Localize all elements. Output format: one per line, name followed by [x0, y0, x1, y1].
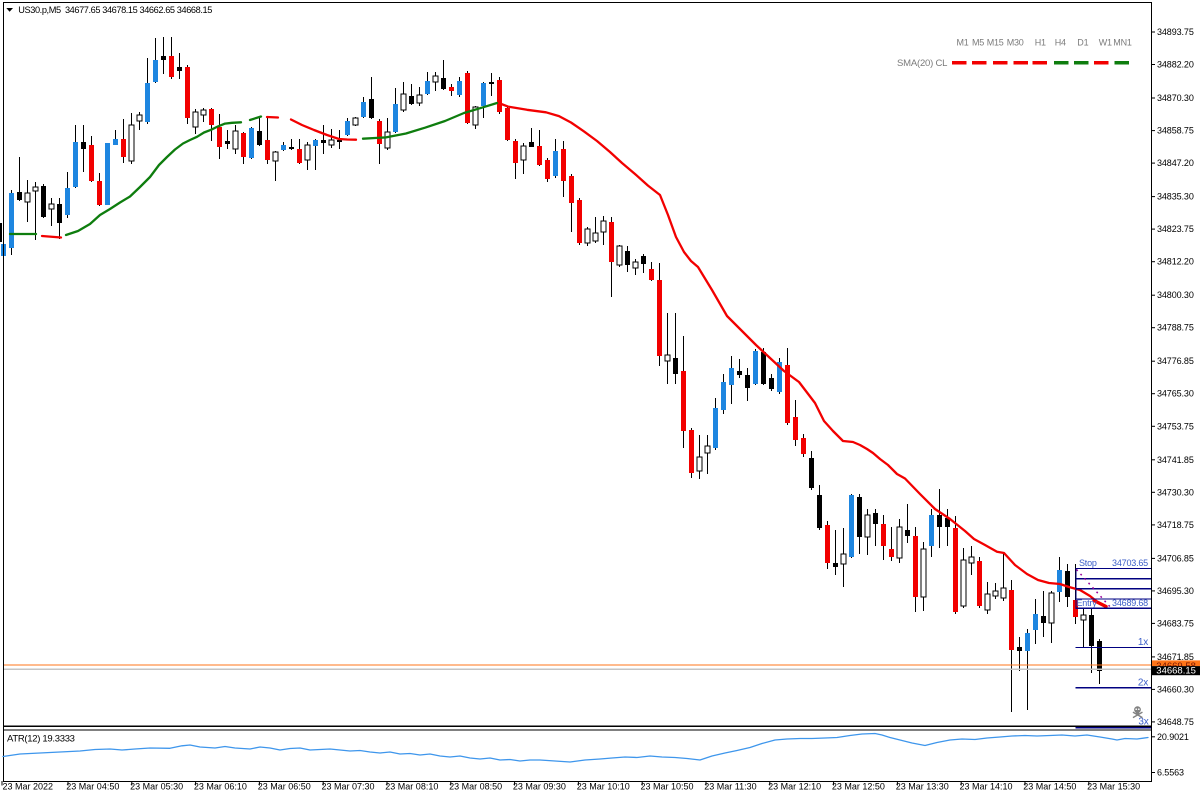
svg-text:34648.75: 34648.75: [1157, 717, 1194, 727]
svg-text:US30.p,M5 34677.65 34678.15 3: US30.p,M5 34677.65 34678.15 34662.65 346…: [18, 5, 212, 15]
svg-text:M15: M15: [987, 38, 1004, 48]
svg-text:23 Mar 12:50: 23 Mar 12:50: [832, 782, 885, 792]
svg-text:23 Mar 06:10: 23 Mar 06:10: [194, 782, 247, 792]
svg-text:1x: 1x: [1138, 637, 1148, 648]
svg-text:23 Mar 08:10: 23 Mar 08:10: [385, 782, 438, 792]
svg-text:34765.30: 34765.30: [1157, 389, 1194, 399]
svg-text:34741.85: 34741.85: [1157, 455, 1194, 465]
svg-text:23 Mar 14:50: 23 Mar 14:50: [1023, 782, 1076, 792]
svg-text:23 Mar 10:10: 23 Mar 10:10: [577, 782, 630, 792]
svg-text:23 Mar 14:10: 23 Mar 14:10: [960, 782, 1013, 792]
svg-text:6.5563: 6.5563: [1157, 768, 1184, 778]
svg-text:23 Mar 10:50: 23 Mar 10:50: [641, 782, 694, 792]
svg-text:MN1: MN1: [1113, 38, 1132, 48]
svg-text:D1: D1: [1077, 38, 1088, 48]
svg-text:M5: M5: [972, 38, 984, 48]
svg-text:Entry: Entry: [1077, 598, 1098, 608]
svg-text:SMA(20) CL: SMA(20) CL: [897, 58, 947, 69]
svg-text:3x: 3x: [1138, 717, 1148, 728]
svg-text:23 Mar 05:30: 23 Mar 05:30: [130, 782, 183, 792]
svg-text:34671.85: 34671.85: [1157, 652, 1194, 662]
svg-text:23 Mar 15:30: 23 Mar 15:30: [1087, 782, 1140, 792]
svg-text:34660.30: 34660.30: [1157, 684, 1194, 694]
svg-text:34788.75: 34788.75: [1157, 323, 1194, 333]
svg-text:34730.30: 34730.30: [1157, 487, 1194, 497]
svg-text:W1: W1: [1099, 38, 1112, 48]
svg-text:23 Mar 12:10: 23 Mar 12:10: [768, 782, 821, 792]
svg-text:34695.30: 34695.30: [1157, 586, 1194, 596]
svg-text:34835.30: 34835.30: [1157, 192, 1194, 202]
svg-text:23 Mar 07:30: 23 Mar 07:30: [322, 782, 375, 792]
svg-text:23 Mar 09:30: 23 Mar 09:30: [513, 782, 566, 792]
svg-text:M1: M1: [957, 38, 969, 48]
svg-text:23 Mar 13:30: 23 Mar 13:30: [896, 782, 949, 792]
svg-text:M30: M30: [1007, 38, 1024, 48]
svg-text:34753.75: 34753.75: [1157, 421, 1194, 431]
svg-text:34800.30: 34800.30: [1157, 290, 1194, 300]
svg-text:34683.75: 34683.75: [1157, 618, 1194, 628]
svg-text:H1: H1: [1035, 38, 1046, 48]
svg-text:34812.20: 34812.20: [1157, 257, 1194, 267]
svg-text:H4: H4: [1055, 38, 1066, 48]
svg-text:ATR(12) 19.3333: ATR(12) 19.3333: [7, 734, 75, 745]
svg-text:2x: 2x: [1138, 678, 1148, 689]
svg-text:23 Mar 08:50: 23 Mar 08:50: [449, 782, 502, 792]
svg-text:34823.75: 34823.75: [1157, 224, 1194, 234]
svg-text:34668.15: 34668.15: [1156, 665, 1196, 676]
svg-text:34776.85: 34776.85: [1157, 356, 1194, 366]
svg-text:23 Mar 11:30: 23 Mar 11:30: [704, 782, 756, 792]
svg-text:34847.20: 34847.20: [1157, 158, 1194, 168]
svg-text:34703.65: 34703.65: [1112, 558, 1148, 568]
svg-text:34882.20: 34882.20: [1157, 60, 1194, 70]
svg-text:34689.68: 34689.68: [1112, 598, 1148, 608]
svg-text:20.9021: 20.9021: [1157, 732, 1189, 742]
svg-text:34870.30: 34870.30: [1157, 93, 1194, 103]
svg-text:34718.75: 34718.75: [1157, 520, 1194, 530]
svg-text:23 Mar 2022: 23 Mar 2022: [3, 782, 54, 792]
svg-text:34893.75: 34893.75: [1157, 27, 1194, 37]
svg-text:Stop: Stop: [1079, 558, 1097, 568]
svg-text:23 Mar 04:50: 23 Mar 04:50: [66, 782, 119, 792]
svg-text:34858.75: 34858.75: [1157, 126, 1194, 136]
svg-text:34706.85: 34706.85: [1157, 553, 1194, 563]
svg-text:23 Mar 06:50: 23 Mar 06:50: [258, 782, 311, 792]
